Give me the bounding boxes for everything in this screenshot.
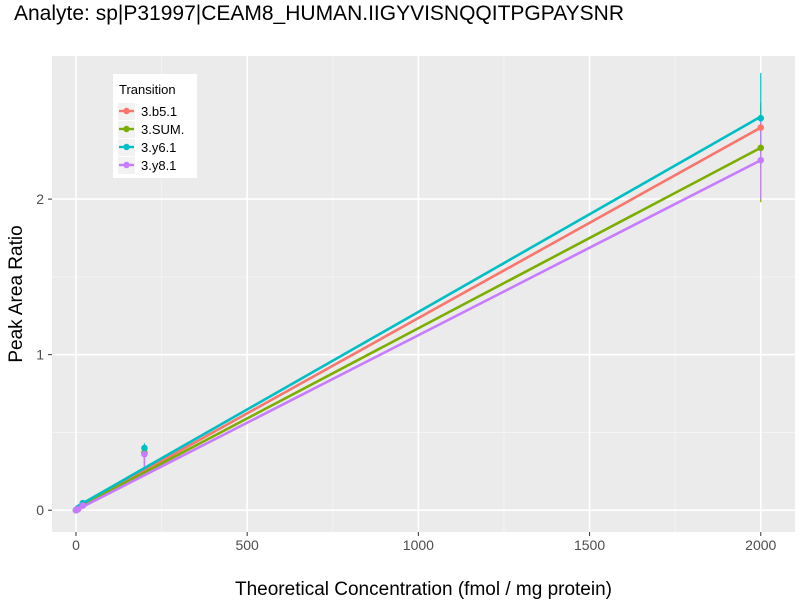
- legend-label: 3.b5.1: [141, 104, 177, 119]
- y-axis-title: Peak Area Ratio: [6, 225, 27, 362]
- x-tick-label: 1000: [403, 537, 434, 553]
- y-axis: 0 1 2: [36, 191, 52, 518]
- legend-key-point: [123, 143, 130, 151]
- legend-label: 3.y6.1: [141, 140, 176, 155]
- legend-label: 3.y8.1: [141, 158, 176, 173]
- fit-line-3.b5.1: [75, 126, 762, 510]
- chart-title: Analyte: sp|P31997|CEAM8_HUMAN.IIGYVISNQ…: [14, 2, 625, 25]
- legend-key-point: [123, 125, 130, 133]
- data-point-3.y8.1: [79, 502, 87, 509]
- data-point-3.y8.1: [74, 505, 82, 513]
- fit-lines: [75, 115, 762, 512]
- legend: Transition 3.b5.1 3.SUM. 3.y6.1 3.y8.1: [113, 74, 197, 178]
- x-tick-label: 1500: [574, 537, 605, 553]
- data-point-3.y8.1: [141, 450, 148, 458]
- grid-minor: [52, 56, 795, 532]
- data-point-3.y6.1: [757, 114, 765, 122]
- y-tick-label: 0: [36, 502, 44, 518]
- legend-label: 3.SUM.: [141, 122, 184, 137]
- fit-line-3.y8.1: [75, 159, 762, 512]
- x-axis-title: Theoretical Concentration (fmol / mg pro…: [235, 579, 612, 600]
- grid-major: [52, 56, 795, 532]
- data-points: [72, 114, 765, 514]
- legend-key-point: [123, 107, 130, 115]
- data-point-3.y6.1: [141, 444, 148, 452]
- fit-line-3.SUM.: [75, 146, 762, 510]
- x-axis: 0 500 1000 1500 2000: [72, 532, 777, 553]
- x-tick-label: 500: [235, 537, 259, 553]
- data-point-3.y8.1: [757, 156, 765, 164]
- y-tick-label: 1: [36, 347, 44, 363]
- data-point-3.SUM.: [757, 144, 765, 152]
- data-point-3.b5.1: [757, 124, 765, 131]
- legend-key-point: [123, 161, 130, 169]
- x-tick-label: 0: [72, 537, 80, 553]
- x-tick-label: 2000: [745, 537, 776, 553]
- fit-line-3.y6.1: [75, 115, 762, 509]
- legend-title: Transition: [119, 82, 176, 97]
- y-tick-label: 2: [36, 191, 44, 207]
